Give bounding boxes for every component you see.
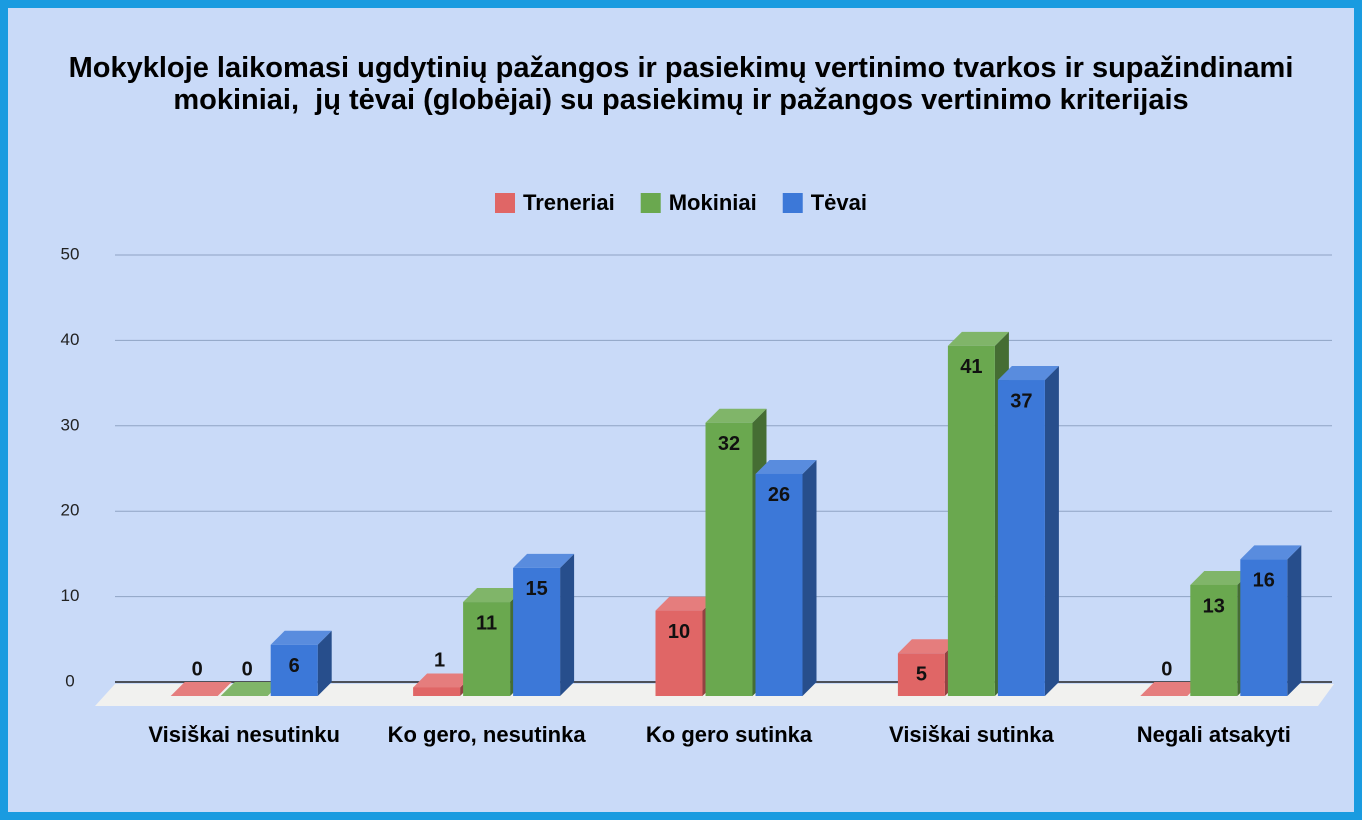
x-tick-label: Negali atsakyti xyxy=(1137,722,1291,747)
bar xyxy=(1190,584,1238,696)
data-label: 41 xyxy=(960,356,982,378)
bar xyxy=(897,653,945,696)
bar-side xyxy=(802,459,817,696)
bar xyxy=(705,422,753,696)
bar-top xyxy=(463,588,525,603)
bar-top xyxy=(755,459,817,474)
data-label: 16 xyxy=(1253,570,1275,592)
data-label: 10 xyxy=(668,621,690,643)
legend-swatch xyxy=(495,193,515,213)
bar xyxy=(463,602,511,696)
y-tick-label: 10 xyxy=(61,586,80,605)
data-label: 26 xyxy=(768,484,790,506)
bar xyxy=(513,567,561,696)
x-tick-label: Visiškai nesutinku xyxy=(148,722,340,747)
bar-top xyxy=(220,682,282,696)
legend-swatch xyxy=(782,193,803,213)
bar-side xyxy=(317,630,332,696)
bar-top xyxy=(1190,570,1252,585)
bar-top xyxy=(1140,682,1202,696)
bar-top xyxy=(513,553,575,568)
bar-top xyxy=(947,331,1009,346)
data-label: 6 xyxy=(289,655,300,677)
y-tick-label: 20 xyxy=(61,501,80,520)
data-label: 0 xyxy=(192,658,203,680)
bar xyxy=(413,687,461,696)
bar xyxy=(655,610,703,696)
bar-top xyxy=(705,408,767,423)
x-tick-label: Visiškai sutinka xyxy=(889,722,1054,747)
legend-swatch xyxy=(640,193,661,213)
bar-top xyxy=(655,596,717,611)
bar-top xyxy=(997,366,1059,381)
data-label: 0 xyxy=(1161,658,1172,680)
bar-side xyxy=(560,553,575,696)
data-label: 11 xyxy=(476,612,497,634)
bar-top xyxy=(270,630,332,645)
x-tick-label: Ko gero sutinka xyxy=(646,722,813,747)
x-tick-label: Ko gero, nesutinka xyxy=(388,722,587,747)
y-tick-label: 0 xyxy=(65,671,74,690)
data-label: 13 xyxy=(1203,595,1225,617)
bar-side xyxy=(1287,545,1302,696)
bar xyxy=(755,473,803,696)
data-label: 5 xyxy=(916,664,927,686)
chart-title: Mokykloje laikomasi ugdytinių pažangos i… xyxy=(68,52,1310,116)
legend-label: Tėvai xyxy=(811,190,867,215)
bar xyxy=(947,345,995,696)
legend-label: Mokiniai xyxy=(669,190,757,215)
bar-top xyxy=(897,639,959,654)
y-tick-label: 30 xyxy=(61,415,80,434)
bar-side xyxy=(1044,366,1059,696)
data-label: 0 xyxy=(242,658,253,680)
bar xyxy=(270,644,318,696)
y-tick-label: 40 xyxy=(61,330,80,349)
data-label: 37 xyxy=(1010,390,1032,412)
data-label: 15 xyxy=(525,578,547,600)
legend-label: Treneriai xyxy=(523,190,615,215)
data-label: 32 xyxy=(718,433,740,455)
y-tick-label: 50 xyxy=(61,244,80,263)
bar-top xyxy=(1240,545,1302,560)
bar xyxy=(1240,559,1288,696)
bar-top xyxy=(170,682,232,696)
bar xyxy=(997,380,1045,696)
data-label: 1 xyxy=(434,650,445,672)
bar-top xyxy=(413,673,475,688)
